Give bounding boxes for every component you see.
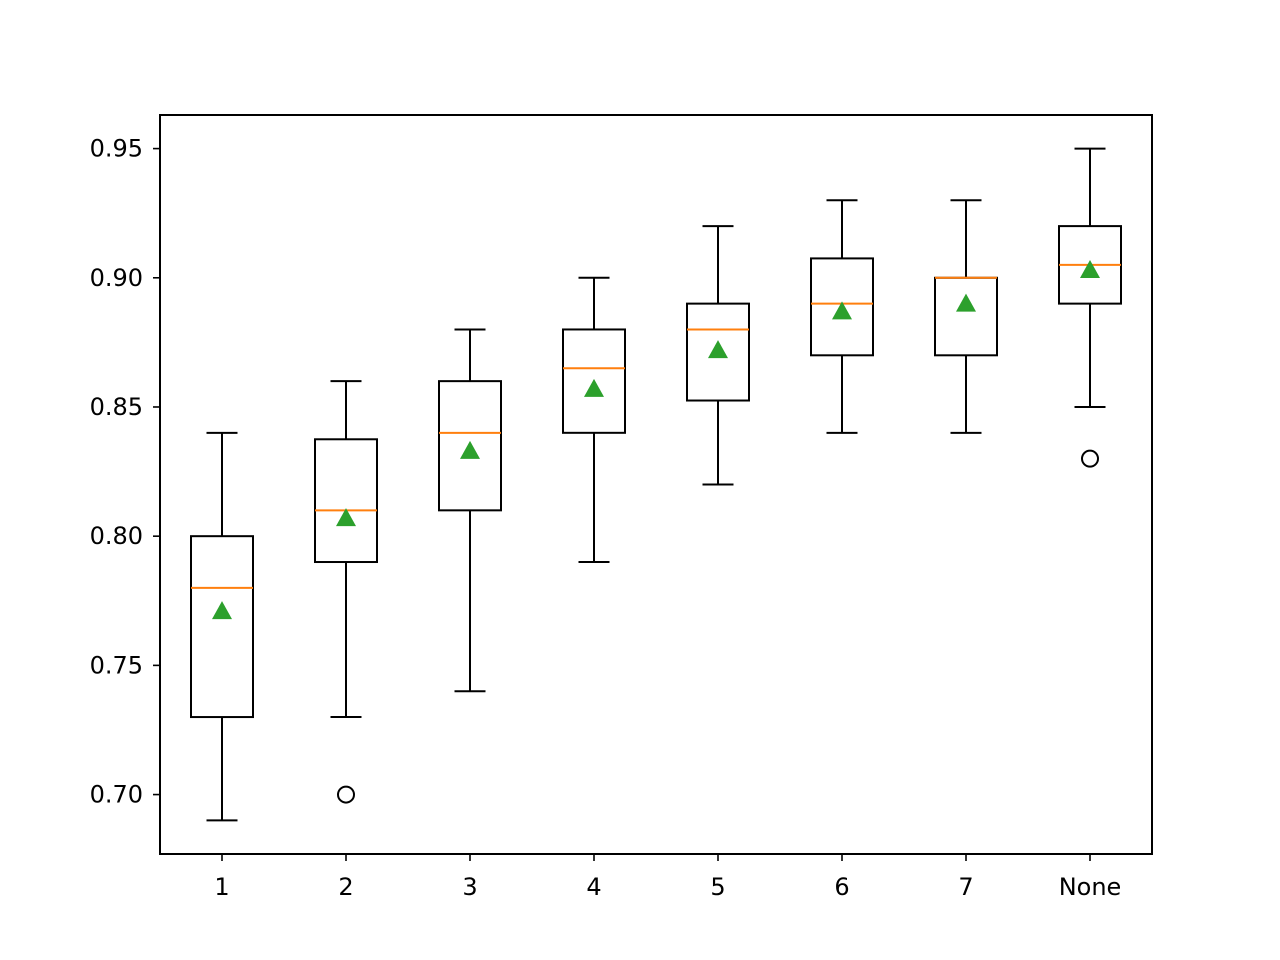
iqr-box bbox=[190, 535, 254, 719]
x-tick-label: 7 bbox=[958, 873, 973, 901]
x-tick-label: 1 bbox=[214, 873, 229, 901]
iqr-box bbox=[686, 302, 750, 402]
box-group-7 bbox=[934, 199, 998, 434]
mean-marker bbox=[1080, 260, 1100, 279]
axes-frame bbox=[159, 114, 1153, 855]
y-tick-label: 0.70 bbox=[90, 781, 143, 809]
x-tick-label: 2 bbox=[338, 873, 353, 901]
box-group-6 bbox=[810, 199, 874, 434]
box-group-2 bbox=[314, 380, 378, 804]
iqr-box bbox=[438, 380, 502, 512]
box-group-None bbox=[1058, 147, 1122, 468]
box-group-5 bbox=[686, 225, 750, 486]
mean-marker bbox=[708, 340, 728, 359]
y-tick-label: 0.80 bbox=[90, 522, 143, 550]
y-tick-label: 0.85 bbox=[90, 393, 143, 421]
mean-marker bbox=[460, 440, 480, 459]
y-tick-label: 0.90 bbox=[90, 264, 143, 292]
iqr-box bbox=[314, 438, 378, 564]
mean-marker bbox=[956, 293, 976, 312]
y-tick-label: 0.95 bbox=[90, 135, 143, 163]
y-tick-label: 0.75 bbox=[90, 651, 143, 679]
x-tick-label: None bbox=[1059, 873, 1122, 901]
x-tick-label: 5 bbox=[710, 873, 725, 901]
box-group-3 bbox=[438, 328, 502, 693]
y-axis: 0.70 0.75 0.80 0.85 0.90 0.95 bbox=[90, 135, 160, 809]
mean-marker bbox=[212, 601, 232, 620]
iqr-box bbox=[562, 328, 626, 434]
iqr-box bbox=[810, 257, 874, 357]
box-group-1 bbox=[190, 431, 254, 822]
x-axis: 1 2 3 4 5 6 7 None bbox=[214, 854, 1121, 901]
mean-marker bbox=[584, 378, 604, 397]
outlier-point bbox=[337, 785, 355, 804]
plot-marks bbox=[190, 147, 1122, 822]
mean-marker bbox=[832, 301, 852, 320]
outlier-point bbox=[1081, 449, 1099, 468]
mean-marker bbox=[336, 508, 356, 527]
box-group-4 bbox=[562, 276, 626, 564]
x-tick-label: 4 bbox=[586, 873, 601, 901]
x-tick-label: 6 bbox=[834, 873, 849, 901]
x-tick-label: 3 bbox=[462, 873, 477, 901]
